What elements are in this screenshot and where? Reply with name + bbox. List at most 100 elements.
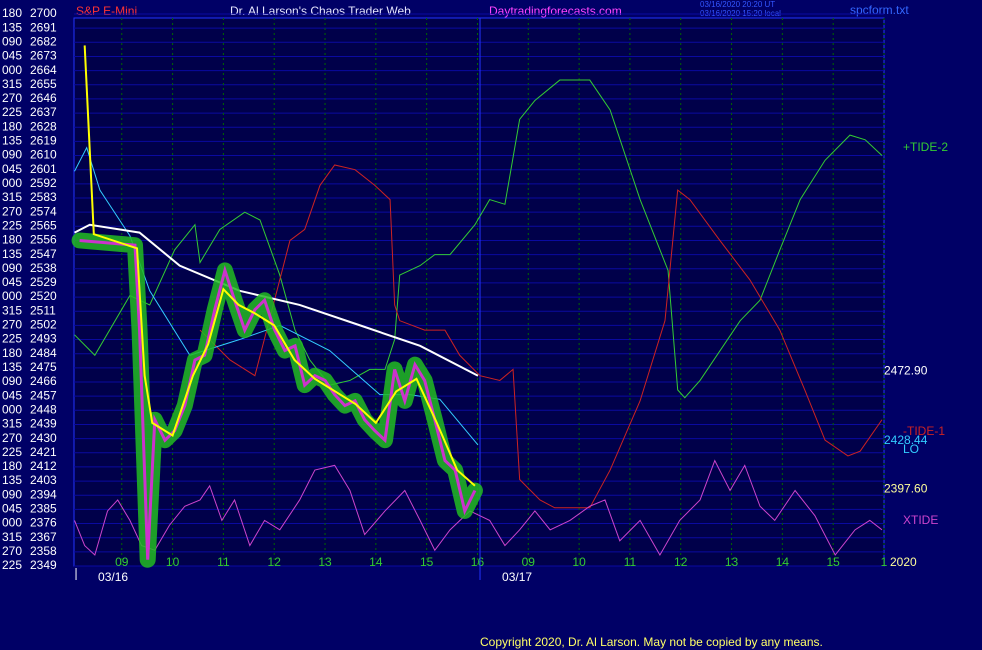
y-tick-label: 2574 (30, 204, 57, 218)
y-tick-label: 2547 (30, 247, 57, 261)
symbol: S&P E-Mini (76, 4, 137, 18)
y-angle-label: 180 (2, 346, 22, 360)
y-angle-label: 045 (2, 502, 22, 516)
y-tick-label: 2511 (30, 303, 56, 317)
y-angle-label: 090 (2, 261, 22, 275)
y-tick-label: 2700 (30, 6, 57, 20)
y-tick-label: 2673 (30, 49, 57, 63)
y-angle-label: 270 (2, 544, 22, 558)
y-tick-label: 2619 (30, 134, 57, 148)
y-tick-label: 2646 (30, 91, 57, 105)
y-tick-label: 2394 (30, 487, 57, 501)
series-line (74, 459, 883, 556)
x-tick-label: 15 (420, 555, 434, 569)
x-tick-label: 09 (115, 555, 129, 569)
y-tick-label: 2421 (30, 445, 57, 459)
x-tick-label: 12 (674, 555, 688, 569)
end-value-label: 2397.60 (884, 482, 928, 496)
y-angle-label: 225 (2, 218, 22, 232)
y-angle-label: 180 (2, 6, 22, 20)
y-tick-label: 2664 (30, 63, 57, 77)
y-angle-label: 315 (2, 530, 22, 544)
y-angle-label: 180 (2, 233, 22, 247)
end-value-label: 2472.90 (884, 363, 928, 377)
x-tick-label: 14 (776, 555, 790, 569)
x-tick-label: 09 (522, 555, 536, 569)
x-tick-label: 11 (217, 555, 230, 569)
site: Daytradingforecasts.com (489, 4, 622, 18)
y-angle-label: 315 (2, 417, 22, 431)
y-angle-label: 180 (2, 119, 22, 133)
y-angle-label: 090 (2, 148, 22, 162)
y-angle-label: 315 (2, 190, 22, 204)
y-angle-label: 135 (2, 473, 22, 487)
y-angle-label: 000 (2, 516, 22, 530)
y-angle-label: 045 (2, 388, 22, 402)
y-angle-label: 270 (2, 318, 22, 332)
y-angle-label: 090 (2, 374, 22, 388)
y-tick-label: 2610 (30, 148, 57, 162)
y-angle-label: 180 (2, 459, 22, 473)
series-label: -TIDE-1 (903, 424, 945, 438)
y-tick-label: 2448 (30, 402, 57, 416)
y-angle-label: 045 (2, 162, 22, 176)
y-angle-label: 000 (2, 63, 22, 77)
y-angle-label: 135 (2, 360, 22, 374)
y-tick-label: 2439 (30, 417, 57, 431)
series-line (74, 79, 883, 399)
chart-title: Dr. Al Larson's Chaos Trader Web (230, 4, 411, 18)
y-tick-label: 2592 (30, 176, 57, 190)
x-tick-label: 16 (471, 555, 485, 569)
y-angle-label: 135 (2, 20, 22, 34)
x-tick-label: 1 (881, 555, 888, 569)
series-label: +TIDE-2 (903, 140, 948, 154)
y-angle-label: 135 (2, 134, 22, 148)
y-tick-label: 2601 (30, 162, 57, 176)
x-tick-label: 15 (827, 555, 841, 569)
y-tick-label: 2412 (30, 459, 57, 473)
y-angle-label: 045 (2, 49, 22, 63)
y-tick-label: 2682 (30, 34, 57, 48)
y-tick-label: 2565 (30, 218, 57, 232)
series-line (199, 164, 883, 509)
y-angle-label: 090 (2, 34, 22, 48)
y-angle-label: 000 (2, 402, 22, 416)
y-tick-label: 2493 (30, 332, 57, 346)
plot-area (73, 17, 885, 567)
y-tick-label: 2637 (30, 105, 57, 119)
y-tick-label: 2556 (30, 233, 57, 247)
series-label: XTIDE (903, 513, 938, 527)
x-tick-label: 12 (268, 555, 282, 569)
y-angle-label: 000 (2, 176, 22, 190)
y-tick-label: 2376 (30, 516, 57, 530)
series-line (83, 45, 476, 487)
y-tick-label: 2529 (30, 275, 57, 289)
copyright: Copyright 2020, Dr. Al Larson. May not b… (480, 635, 823, 649)
timestamp-ut: 03/16/2020 20:20 UT (700, 0, 775, 9)
y-angle-label: 225 (2, 558, 22, 572)
y-angle-label: 225 (2, 332, 22, 346)
y-angle-label: 000 (2, 289, 22, 303)
y-tick-label: 2538 (30, 261, 57, 275)
series-label: LO (903, 442, 919, 456)
y-angle-label: 045 (2, 275, 22, 289)
year: 2020 (890, 555, 917, 569)
y-tick-label: 2466 (30, 374, 57, 388)
y-angle-label: 270 (2, 204, 22, 218)
y-tick-label: 2430 (30, 431, 57, 445)
x-tick-label: 10 (166, 555, 180, 569)
x-tick-label: 13 (725, 555, 739, 569)
y-tick-label: 2520 (30, 289, 57, 303)
y-tick-label: 2628 (30, 119, 57, 133)
y-tick-label: 2484 (30, 346, 57, 360)
y-tick-label: 2349 (30, 558, 57, 572)
y-tick-label: 2655 (30, 77, 57, 91)
date-label: 03/17 (502, 570, 532, 584)
date-label: 03/16 (98, 570, 128, 584)
y-angle-label: 270 (2, 91, 22, 105)
x-tick-label: 14 (369, 555, 383, 569)
y-tick-label: 2403 (30, 473, 57, 487)
y-tick-label: 2691 (30, 20, 57, 34)
